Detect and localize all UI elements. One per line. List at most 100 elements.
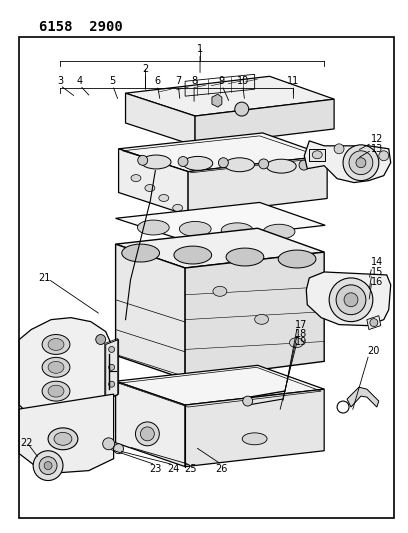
Circle shape xyxy=(343,145,379,181)
Polygon shape xyxy=(126,76,334,116)
Polygon shape xyxy=(367,316,381,329)
Ellipse shape xyxy=(122,244,160,262)
Circle shape xyxy=(33,451,63,481)
Ellipse shape xyxy=(226,248,264,266)
Circle shape xyxy=(243,396,253,406)
Ellipse shape xyxy=(42,358,70,377)
Text: 23: 23 xyxy=(149,464,162,474)
Text: 20: 20 xyxy=(368,346,380,357)
Ellipse shape xyxy=(221,223,253,238)
Circle shape xyxy=(235,102,249,116)
Ellipse shape xyxy=(173,205,183,212)
Circle shape xyxy=(356,158,366,168)
Ellipse shape xyxy=(42,381,70,401)
Circle shape xyxy=(39,457,57,474)
Ellipse shape xyxy=(242,433,267,445)
Text: 24: 24 xyxy=(167,464,180,474)
Ellipse shape xyxy=(312,151,322,159)
Polygon shape xyxy=(115,203,325,241)
Polygon shape xyxy=(195,99,334,146)
Ellipse shape xyxy=(137,220,169,235)
Polygon shape xyxy=(106,340,119,399)
Polygon shape xyxy=(115,365,324,405)
Ellipse shape xyxy=(48,408,64,420)
Circle shape xyxy=(336,285,366,314)
Ellipse shape xyxy=(145,184,155,191)
Text: 8: 8 xyxy=(191,76,197,86)
Polygon shape xyxy=(306,272,391,326)
Text: 18: 18 xyxy=(295,328,308,338)
Polygon shape xyxy=(185,252,324,379)
Text: 3: 3 xyxy=(57,76,63,86)
Ellipse shape xyxy=(48,338,64,350)
Ellipse shape xyxy=(174,246,212,264)
Text: 21: 21 xyxy=(38,273,50,283)
Text: 5: 5 xyxy=(109,76,116,86)
Text: 19: 19 xyxy=(295,337,308,348)
Text: 10: 10 xyxy=(237,76,249,86)
Polygon shape xyxy=(19,318,113,427)
Circle shape xyxy=(329,278,373,321)
Polygon shape xyxy=(115,381,185,466)
Text: 6: 6 xyxy=(154,76,160,86)
Text: 2: 2 xyxy=(142,64,149,74)
Polygon shape xyxy=(347,387,379,407)
Polygon shape xyxy=(212,94,222,107)
Ellipse shape xyxy=(48,385,64,397)
Ellipse shape xyxy=(278,250,316,268)
Ellipse shape xyxy=(42,404,70,424)
Text: 16: 16 xyxy=(371,277,383,287)
Circle shape xyxy=(135,422,159,446)
Polygon shape xyxy=(188,156,327,215)
Ellipse shape xyxy=(266,159,296,173)
Circle shape xyxy=(96,335,106,344)
Ellipse shape xyxy=(48,428,78,450)
Polygon shape xyxy=(185,389,324,466)
Circle shape xyxy=(109,381,115,387)
Circle shape xyxy=(140,427,154,441)
Polygon shape xyxy=(119,133,327,172)
Text: 7: 7 xyxy=(175,76,181,86)
Text: 22: 22 xyxy=(20,438,33,448)
Polygon shape xyxy=(115,244,185,379)
Text: 25: 25 xyxy=(184,464,196,474)
Circle shape xyxy=(109,365,115,370)
Polygon shape xyxy=(126,93,195,146)
Text: 9: 9 xyxy=(219,76,225,86)
Text: 15: 15 xyxy=(370,267,383,277)
Ellipse shape xyxy=(289,338,303,348)
Ellipse shape xyxy=(141,155,171,169)
Ellipse shape xyxy=(131,175,141,182)
Text: 11: 11 xyxy=(287,76,299,86)
Ellipse shape xyxy=(54,432,72,445)
Ellipse shape xyxy=(263,224,295,239)
Circle shape xyxy=(349,151,373,175)
Circle shape xyxy=(344,293,358,306)
Ellipse shape xyxy=(42,335,70,354)
Polygon shape xyxy=(115,228,324,268)
Ellipse shape xyxy=(159,195,169,201)
Ellipse shape xyxy=(255,314,268,324)
Text: 4: 4 xyxy=(77,76,83,86)
Circle shape xyxy=(113,444,124,454)
Ellipse shape xyxy=(48,361,64,373)
Text: 12: 12 xyxy=(370,134,383,144)
Circle shape xyxy=(44,462,52,470)
Ellipse shape xyxy=(225,158,255,172)
Circle shape xyxy=(103,438,115,450)
Polygon shape xyxy=(119,149,188,215)
Circle shape xyxy=(218,158,228,168)
Text: 1: 1 xyxy=(197,44,203,54)
Polygon shape xyxy=(304,141,391,183)
Polygon shape xyxy=(309,149,325,161)
Ellipse shape xyxy=(213,286,227,296)
Ellipse shape xyxy=(183,156,213,171)
Circle shape xyxy=(178,157,188,166)
Circle shape xyxy=(109,346,115,352)
Text: 14: 14 xyxy=(371,257,383,267)
Circle shape xyxy=(259,159,268,169)
Circle shape xyxy=(379,151,389,161)
Ellipse shape xyxy=(180,222,211,236)
Text: 26: 26 xyxy=(216,464,228,474)
Text: 6158  2900: 6158 2900 xyxy=(39,20,123,34)
